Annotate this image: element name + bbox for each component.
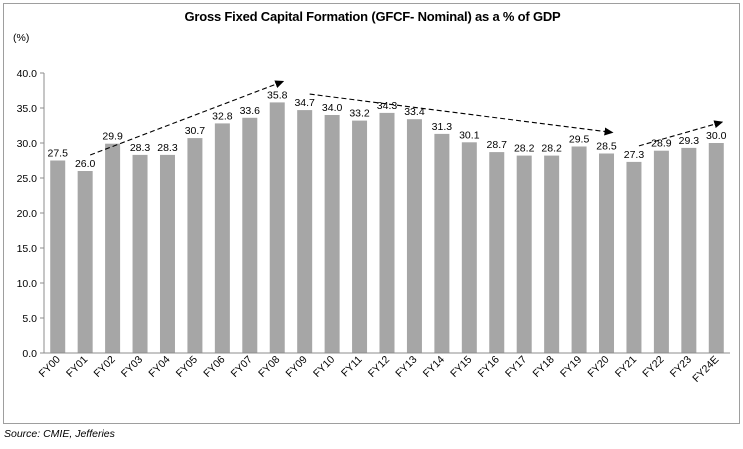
data-label: 28.5 [596,141,617,153]
x-tick-label: FY14 [421,354,447,380]
x-tick-label: FY17 [503,354,529,380]
bars [50,102,724,354]
bar [105,143,121,353]
data-label: 29.9 [102,131,123,143]
bar [653,150,669,353]
x-tick-label: FY16 [476,354,502,380]
data-label: 29.3 [679,135,700,147]
data-label: 34.0 [322,102,343,114]
data-labels: 27.5 26.0 29.9 28.3 28.3 30.7 32.8 33.6 35.8 34.7… [48,89,727,170]
bar [461,142,477,353]
bar [626,161,642,353]
x-tick-label: FY10 [311,354,337,380]
x-tick-label: FY04 [146,354,172,380]
trend-arrow [89,80,285,156]
data-label: 28.2 [514,143,535,155]
bar [214,123,230,354]
x-tick-label: FY19 [558,354,584,380]
bar [708,143,724,353]
chart-title: Gross Fixed Capital Formation (GFCF- Nom… [184,9,561,24]
y-tick-label: 35.0 [17,103,38,115]
data-label: 26.0 [75,158,96,170]
x-tick-label: FY08 [256,354,282,380]
x-tick-label: FY18 [531,354,557,380]
bar [406,119,422,353]
x-tick-label: FY07 [229,354,255,380]
bar [269,102,285,354]
bar [297,110,313,353]
y-tick-label: 0.0 [22,348,37,360]
bar [50,160,66,353]
bar [352,120,368,353]
y-tick-label: 10.0 [17,278,38,290]
bar-chart: (%) 0.0 5.0 10.0 15.0 20.0 25.0 30.0 35.0 40.0 2… [13,32,730,385]
x-tick-label: FY00 [37,354,63,380]
bar [324,115,340,353]
data-label: 28.9 [651,138,672,150]
source-note: Source: CMIE, Jefferies [4,428,115,440]
bar [571,146,587,353]
bar [379,112,395,354]
bar [159,154,175,353]
x-tick-label: FY01 [64,354,90,380]
chart-frame: Gross Fixed Capital Formation (GFCF- Nom… [3,3,740,424]
data-label: 29.5 [569,134,590,146]
x-tick-label: FY02 [91,354,117,380]
data-label: 28.2 [541,143,562,155]
data-label: 28.3 [130,142,151,154]
bar [77,171,93,353]
data-label: 34.3 [377,100,398,112]
x-tick-label: FY20 [585,354,611,380]
data-label: 30.0 [706,130,727,142]
bar [681,147,697,353]
bar [132,154,148,353]
y-tick-label: 40.0 [17,68,38,80]
x-tick-label: FY11 [339,354,365,380]
data-label: 32.8 [212,110,233,122]
bar [187,138,203,353]
y-axis-unit-label: (%) [13,32,29,44]
bar [434,133,450,353]
trend-arrows [89,80,724,156]
x-tick-label: FY21 [613,354,639,380]
data-label: 31.3 [432,121,453,133]
x-tick-label: FY12 [366,354,392,380]
x-tick-label: FY15 [448,354,474,380]
data-label: 34.7 [294,97,315,109]
bar [516,155,532,353]
data-label: 33.4 [404,106,425,118]
data-label: 28.7 [487,139,508,151]
bar [599,153,615,353]
data-label: 27.5 [48,148,69,160]
trend-arrow [638,120,724,147]
trend-arrow [309,93,614,136]
y-axis: 0.0 5.0 10.0 15.0 20.0 25.0 30.0 35.0 40.0 [17,68,45,360]
y-tick-label: 15.0 [17,243,38,255]
data-label: 30.1 [459,129,480,141]
y-tick-label: 30.0 [17,138,38,150]
x-tick-label: FY09 [284,354,310,380]
bar [544,155,560,353]
bar [242,117,258,353]
data-label: 35.8 [267,89,288,101]
data-label: 28.3 [157,142,178,154]
data-label: 27.3 [624,149,645,161]
data-label: 30.7 [185,125,206,137]
y-tick-label: 20.0 [17,208,38,220]
x-tick-label: FY24E [690,354,721,385]
x-axis: FY00 FY01 FY02 FY03 FY04 FY05 FY06 FY07 FY08 FY09… [37,352,730,385]
bar [489,152,505,353]
y-tick-label: 25.0 [17,173,38,185]
data-label: 33.6 [240,105,261,117]
x-tick-label: FY06 [201,354,227,380]
x-tick-label: FY13 [393,354,419,380]
x-tick-label: FY22 [640,354,666,380]
data-label: 33.2 [349,108,370,120]
x-tick-label: FY05 [174,354,200,380]
y-tick-label: 5.0 [22,313,37,325]
x-tick-label: FY03 [119,354,145,380]
